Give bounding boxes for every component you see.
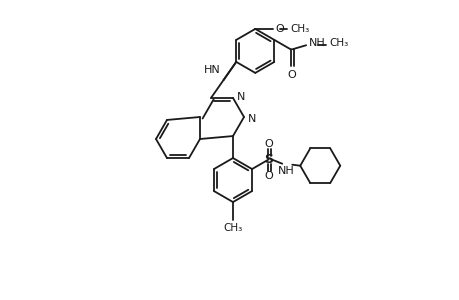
Text: HN: HN (203, 65, 220, 75)
Text: NH: NH (277, 166, 294, 176)
Text: O: O (286, 70, 295, 80)
Text: O: O (274, 24, 283, 34)
Text: CH₃: CH₃ (328, 38, 347, 48)
Text: S: S (263, 153, 272, 166)
Text: N: N (247, 114, 256, 124)
Text: NH: NH (308, 38, 325, 48)
Text: N: N (236, 92, 245, 102)
Text: CH₃: CH₃ (223, 223, 242, 233)
Text: O: O (264, 171, 273, 181)
Text: CH₃: CH₃ (289, 24, 308, 34)
Text: O: O (264, 139, 273, 149)
